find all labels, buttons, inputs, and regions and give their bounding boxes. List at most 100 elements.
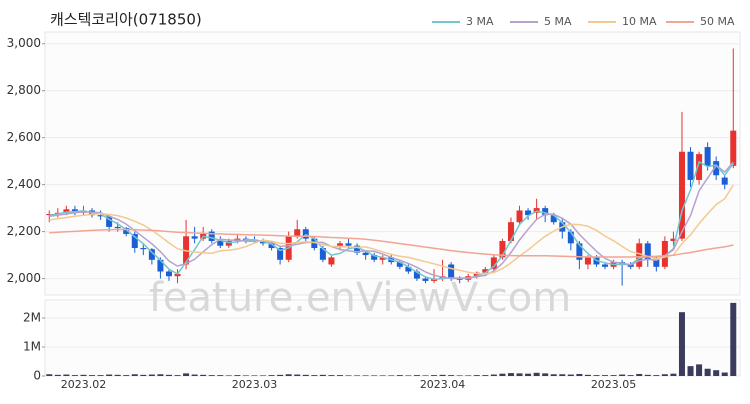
y-tick-label: 0 [33,369,41,383]
candle-body [114,226,121,229]
legend-label: 50 MA [700,15,735,28]
volume-bar [71,375,78,376]
candle-body [456,278,463,280]
y-tick-label: 2,400 [7,177,41,191]
candle-body [490,257,497,270]
candle-body [653,259,660,267]
volume-bar [431,375,438,376]
y-tick-label: 2,000 [7,271,41,285]
candle-body [473,272,480,277]
volume-bar [354,375,361,376]
y-tick-label: 2M [23,310,41,324]
candle-body [507,222,514,241]
volume-bar [80,374,87,376]
ma-line [49,228,734,258]
candle-body [405,266,412,272]
volume-bar [610,375,617,376]
candle-body [362,252,369,256]
volume-bar [422,375,429,376]
candle-body [191,236,198,239]
volume-bar [225,375,232,376]
candle-body [371,255,378,260]
volume-bar [448,375,455,376]
y-tick-label: 3,000 [7,36,41,50]
volume-bar [542,373,549,376]
legend-label: 10 MA [622,15,657,28]
volume-bar [696,364,703,376]
candle-body [345,243,352,246]
candle-body [123,228,130,234]
candle-body [567,231,574,244]
volume-bar [63,374,70,376]
y-tick-label: 2,800 [7,83,41,97]
volume-bar [644,374,651,376]
volume-bar [482,375,489,376]
volume-bar [559,374,566,376]
candle-body [268,243,275,249]
candle-body [396,262,403,267]
volume-bar [567,374,574,376]
candle-body [636,243,643,267]
candle-body [482,269,489,273]
volume-bar [636,373,643,376]
chart-title: 캐스텍코리아(071850) [50,11,202,29]
legend: 3 MA 5 MA 10 MA 50 MA [432,15,735,28]
x-tick-label: 2023.04 [420,378,466,391]
ma-line [49,184,734,275]
volume-bar [97,375,104,376]
volume-bar [670,373,677,376]
volume-bar [148,374,155,376]
candle-body [165,271,172,277]
volume-bar [507,373,514,376]
volume-bar [576,373,583,376]
volume-bar [260,375,267,376]
volume-bar [653,375,660,376]
volume-bar [730,302,737,376]
volume-bar [713,370,720,376]
candle-body [678,151,685,239]
candle-body [644,243,651,260]
volume-bar [396,375,403,376]
candle-body [208,231,215,241]
volume-bar [379,375,386,376]
volume-bar [465,375,472,376]
volume-panel [44,299,741,377]
volume-bar [200,374,207,376]
candle-body [422,278,429,281]
volume-bar [165,374,172,376]
y-tick-label: 1M [23,339,41,353]
volume-bar [619,374,626,376]
volume-bar [627,375,634,376]
volume-bar [345,375,352,376]
candle-body [525,210,532,216]
volume-bar [131,374,138,376]
candle-body [336,243,343,246]
legend-label: 5 MA [544,15,572,28]
y-tick-label: 2,600 [7,130,41,144]
volume-bar [593,375,600,376]
volume-bar [704,368,711,376]
volume-bar [687,366,694,376]
volume-bar [208,375,215,376]
watermark: feature.enViewV.com [149,275,571,321]
volume-bar [114,374,121,376]
volume-bar [174,375,181,376]
volume-bar [294,374,301,376]
volume-bar [183,373,190,376]
volume-bar [371,375,378,376]
volume-bar [302,374,309,376]
volume-bar [311,375,318,376]
volume-bar [721,372,728,376]
volume-bar [550,374,557,376]
ma-line [49,160,734,281]
candle-body [584,257,591,265]
volume-bar [661,374,668,376]
volume-bar [234,375,241,376]
volume-bar [46,374,53,376]
volume-bar [439,374,446,376]
volume-bar [285,374,292,376]
volume-bar [456,375,463,376]
candle-body [97,215,104,217]
candle-body [696,154,703,180]
volume-bar [157,374,164,376]
